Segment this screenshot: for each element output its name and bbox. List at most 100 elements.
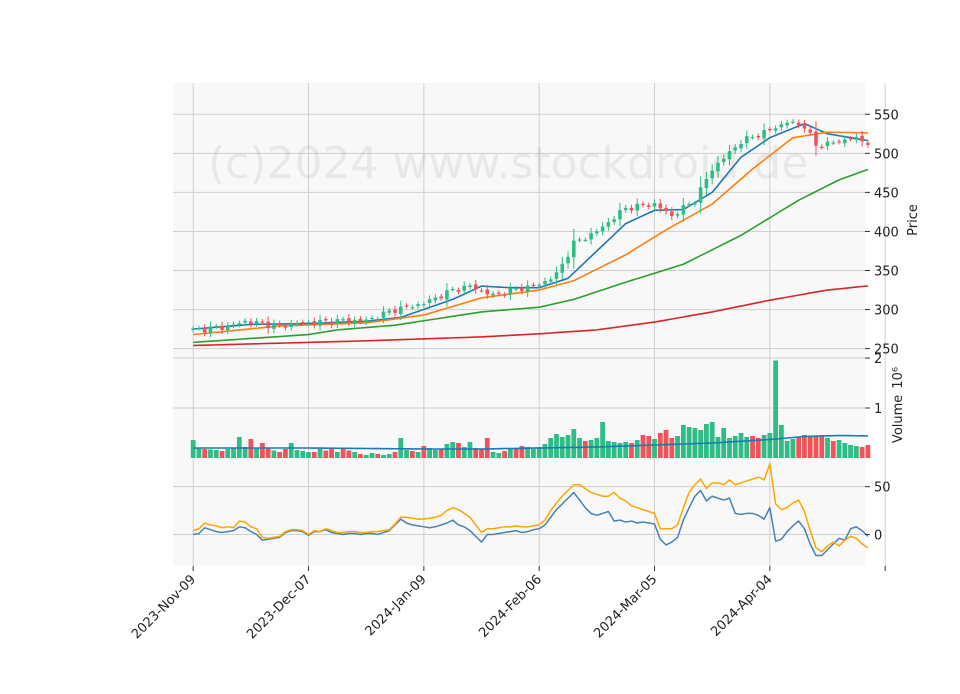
volume-bar (755, 438, 761, 458)
candle-body (335, 319, 340, 324)
candle-body (843, 139, 847, 144)
volume-bar (830, 441, 836, 458)
candle-body (600, 226, 605, 232)
volume-bar (761, 435, 767, 458)
ma-mid-line (193, 131, 868, 336)
volume-bar (525, 447, 531, 458)
candle-body (318, 319, 322, 326)
candle-body (779, 124, 784, 128)
volume-bar (386, 454, 392, 458)
candle-body (635, 203, 640, 211)
candlesticks (191, 119, 870, 338)
volume-bar (208, 449, 213, 458)
volume-bar (727, 438, 732, 458)
volume-bar (750, 436, 755, 458)
candle-body (681, 205, 686, 215)
candle-body (768, 128, 772, 131)
candle-body (393, 309, 397, 313)
volume-bar (554, 434, 559, 458)
oscillator-lines (192, 462, 869, 557)
candle-body (825, 141, 830, 147)
y-tick-label: 250 (874, 343, 899, 358)
candle-body (704, 178, 709, 188)
x-tick-label: 2023-Dec-07 (244, 572, 314, 642)
volume-bar (438, 449, 444, 458)
candle-body (197, 328, 201, 330)
candle-body (693, 203, 697, 205)
candle-body (364, 319, 368, 323)
volume-bar (277, 452, 283, 458)
volume-axis: 12 (865, 352, 882, 417)
volume-bar (709, 422, 715, 458)
y-tick-label: 50 (874, 481, 891, 496)
volume-bar (427, 448, 433, 458)
candle-body (485, 289, 490, 295)
candle-body (358, 318, 363, 321)
candle-body (347, 318, 351, 323)
price-panel-background (173, 83, 865, 358)
volume-bar (819, 435, 825, 458)
volume-bar (421, 446, 427, 458)
volume-bar (242, 447, 248, 458)
candle-body (249, 321, 253, 325)
volume-bar (490, 452, 496, 458)
ma-fast-line (193, 122, 869, 330)
candle-body (422, 304, 426, 306)
candle-body (225, 326, 230, 331)
volume-bar (738, 433, 744, 458)
candle-body (254, 320, 259, 324)
volume-bar (715, 437, 721, 458)
volume-bar (813, 436, 819, 458)
candle-body (514, 288, 518, 290)
candle-body (341, 319, 345, 321)
candle-body (324, 318, 328, 321)
volume-axis-label-text: Volume (891, 395, 906, 443)
candle-body (796, 122, 801, 126)
volume-bar (652, 439, 657, 458)
candle-body (583, 239, 588, 241)
candle-body (739, 143, 743, 149)
candle-body (381, 311, 386, 318)
volume-bar (294, 450, 300, 458)
candle-body (664, 207, 668, 212)
candle-body (566, 256, 570, 264)
volume-bar (283, 449, 288, 458)
volume-bar (254, 448, 260, 458)
candle-body (537, 284, 541, 287)
candle-body (306, 322, 311, 324)
volume-bar (646, 436, 652, 458)
volume-panel: 12 Volume10⁶ (173, 352, 906, 458)
volume-bar (352, 452, 358, 458)
volume-bar (686, 427, 692, 458)
volume-bar (513, 448, 519, 458)
moving-average-lines (193, 122, 869, 347)
volume-bar (542, 444, 548, 458)
candle-body (548, 279, 553, 282)
volume-bar (300, 451, 306, 458)
volume-bar (219, 451, 225, 458)
volume-bar (213, 450, 219, 458)
candle-body (520, 287, 524, 291)
candle-body (370, 317, 374, 320)
volume-bar (825, 438, 830, 458)
candle-body (300, 321, 305, 324)
volume-bar (675, 436, 680, 458)
volume-moving-average (193, 434, 868, 450)
volume-bar (680, 425, 686, 458)
volume-bar (600, 422, 606, 458)
candle-body (450, 288, 455, 291)
candle-body (283, 325, 288, 328)
candle-body (410, 307, 415, 309)
candle-body (416, 304, 420, 306)
volume-bar (415, 452, 421, 458)
candle-body (675, 214, 680, 216)
volume-bar (778, 425, 784, 458)
volume-bar (611, 442, 617, 458)
volume-bar (461, 447, 467, 458)
candle-body (479, 290, 484, 292)
volume-bar (842, 443, 848, 458)
candle-body (750, 136, 755, 139)
volume-bar (311, 452, 317, 458)
candle-body (837, 141, 841, 143)
candle-body (744, 136, 749, 144)
